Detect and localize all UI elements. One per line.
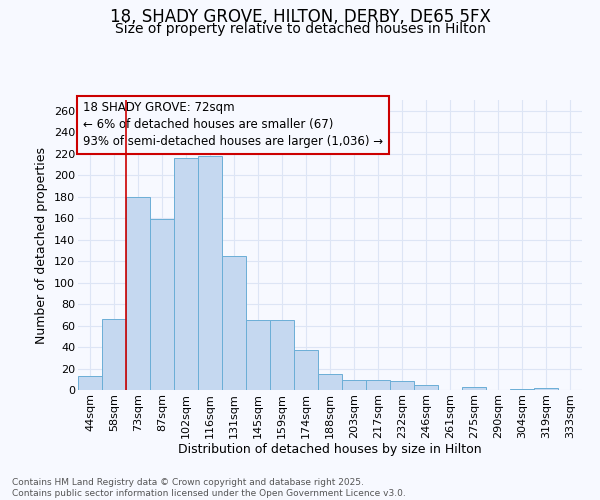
Bar [246, 320, 270, 390]
Text: 18 SHADY GROVE: 72sqm
← 6% of detached houses are smaller (67)
93% of semi-detac: 18 SHADY GROVE: 72sqm ← 6% of detached h… [83, 102, 383, 148]
Bar [342, 380, 366, 390]
Bar [390, 382, 414, 390]
Bar [126, 196, 150, 390]
Bar [198, 156, 222, 390]
Bar [78, 376, 102, 390]
Bar [174, 158, 198, 390]
Bar [150, 219, 174, 390]
Bar [510, 389, 534, 390]
Bar [270, 320, 294, 390]
Bar [102, 319, 126, 390]
Bar [318, 374, 342, 390]
Text: Size of property relative to detached houses in Hilton: Size of property relative to detached ho… [115, 22, 485, 36]
X-axis label: Distribution of detached houses by size in Hilton: Distribution of detached houses by size … [178, 444, 482, 456]
Text: 18, SHADY GROVE, HILTON, DERBY, DE65 5FX: 18, SHADY GROVE, HILTON, DERBY, DE65 5FX [110, 8, 490, 26]
Bar [222, 256, 246, 390]
Bar [414, 384, 438, 390]
Text: Contains HM Land Registry data © Crown copyright and database right 2025.
Contai: Contains HM Land Registry data © Crown c… [12, 478, 406, 498]
Bar [294, 350, 318, 390]
Y-axis label: Number of detached properties: Number of detached properties [35, 146, 49, 344]
Bar [462, 387, 486, 390]
Bar [366, 380, 390, 390]
Bar [534, 388, 558, 390]
